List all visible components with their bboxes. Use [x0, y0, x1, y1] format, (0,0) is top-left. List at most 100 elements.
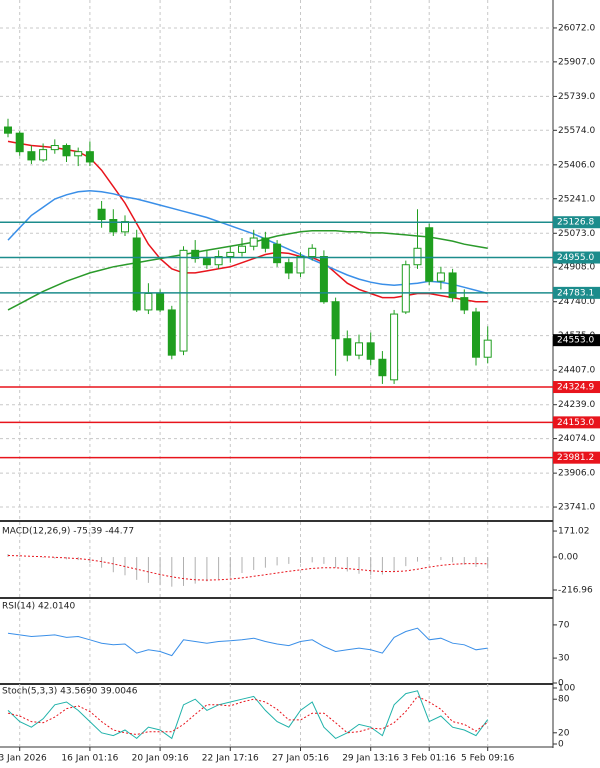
x-tick-label: 20 Jan 09:16 [132, 754, 189, 764]
histogram-bar [264, 557, 266, 568]
candle-body [308, 247, 317, 258]
last-price-label: 24553.0 [557, 336, 594, 346]
candle-body [284, 262, 293, 274]
level-label-box [553, 216, 600, 229]
y-tick-label: 26072.0 [558, 23, 595, 33]
candle-body [39, 149, 48, 161]
level-label-box [553, 286, 600, 299]
histogram-bar [381, 557, 383, 575]
candle-body [249, 237, 258, 247]
candle-body [50, 145, 59, 151]
x-tick-label: 29 Jan 13:16 [342, 754, 399, 764]
candle-body [156, 293, 165, 311]
candle-body [472, 311, 480, 358]
histogram-bar [428, 557, 430, 559]
candle-body [15, 132, 24, 153]
y-tick-label: 25241.0 [558, 194, 595, 204]
y-tick-label: 25574.0 [558, 126, 595, 136]
candle-body [202, 258, 211, 266]
histogram-bar [346, 557, 348, 572]
histogram-bar [159, 557, 161, 586]
histogram-bar [417, 557, 418, 562]
level-label: 25126.8 [557, 218, 594, 228]
y-tick-label: 0 [558, 740, 564, 750]
indicator-label: MACD(12,26,9) -75.39 -44.77 [2, 527, 134, 537]
histogram-bar [194, 557, 196, 584]
candle-body [366, 342, 375, 360]
candle-body [214, 256, 223, 266]
y-tick-label: 70 [558, 620, 570, 630]
histogram-bar [440, 557, 442, 561]
candle-body [436, 272, 445, 282]
signal-line [7, 555, 488, 581]
indicator-label: Stoch(5,3,3) 43.5690 39.0046 [2, 687, 138, 697]
level-label-box [553, 251, 600, 264]
histogram-bar [452, 557, 454, 563]
level-label: 23981.2 [557, 453, 594, 463]
x-tick-label: 22 Jan 17:16 [202, 754, 259, 764]
indicator-label: RSI(14) 42.0140 [2, 602, 75, 612]
candle-body [97, 208, 106, 221]
histogram-bar [405, 557, 407, 567]
candle-body [62, 145, 71, 157]
histogram-bar [218, 557, 220, 580]
histogram-bar [171, 557, 173, 587]
stoch-d-line [7, 695, 489, 736]
y-tick-label: 25739.0 [558, 92, 595, 102]
candle-body [343, 338, 352, 356]
candle-body [85, 151, 94, 163]
level-label: 24783.1 [557, 288, 594, 298]
candle-body [331, 301, 340, 340]
histogram-bar [300, 557, 301, 564]
histogram-bar [358, 557, 360, 574]
histogram-bar [393, 557, 395, 572]
candle-body [401, 264, 410, 313]
candle-body [121, 221, 129, 233]
candle-body [167, 309, 176, 356]
histogram-bar [288, 557, 290, 564]
x-tick-label: 3 Feb 01:16 [403, 754, 457, 764]
candle-body [355, 342, 363, 356]
histogram-bar [487, 557, 489, 569]
candle-body [273, 243, 282, 264]
candle-body [319, 256, 328, 303]
candle-body [261, 237, 270, 249]
y-tick-label: 25406.0 [558, 160, 595, 170]
y-tick-label: 23906.0 [558, 469, 595, 479]
histogram-bar [136, 557, 138, 580]
histogram-bar [19, 555, 21, 558]
candle-body [483, 339, 492, 358]
y-tick-label: 0 [558, 679, 564, 689]
x-tick-label: 27 Jan 05:16 [272, 754, 329, 764]
histogram-bar [370, 557, 372, 576]
level-label: 24955.0 [557, 253, 594, 263]
histogram-bar [475, 557, 477, 567]
y-tick-label: 25907.0 [558, 57, 595, 67]
candle-body [413, 247, 422, 266]
histogram-bar [112, 557, 114, 573]
y-tick-label: 20 [558, 728, 570, 738]
histogram-bar [183, 557, 184, 586]
candle-body [226, 251, 235, 258]
level-label-box [553, 381, 600, 394]
level-label: 24153.0 [557, 418, 594, 428]
candle-body [448, 272, 457, 299]
candle-body [144, 293, 153, 311]
y-tick-label: 30 [558, 654, 570, 664]
x-tick-label: 13 Jan 2026 [0, 754, 47, 764]
y-tick-label: 25073.0 [558, 229, 595, 239]
candle-body [238, 245, 246, 253]
y-tick-label: 0.00 [558, 553, 578, 563]
level-label: 24324.9 [557, 383, 594, 393]
moving-average [7, 230, 488, 311]
histogram-bar [77, 557, 79, 561]
y-tick-label: 80 [558, 695, 570, 705]
y-tick-label: 23741.0 [558, 503, 595, 513]
candle-body [132, 237, 141, 311]
candle-body [378, 358, 387, 377]
histogram-bar [42, 557, 44, 558]
y-tick-label: 24407.0 [558, 366, 595, 376]
level-label-box [553, 416, 600, 429]
rsi-line [7, 627, 488, 657]
